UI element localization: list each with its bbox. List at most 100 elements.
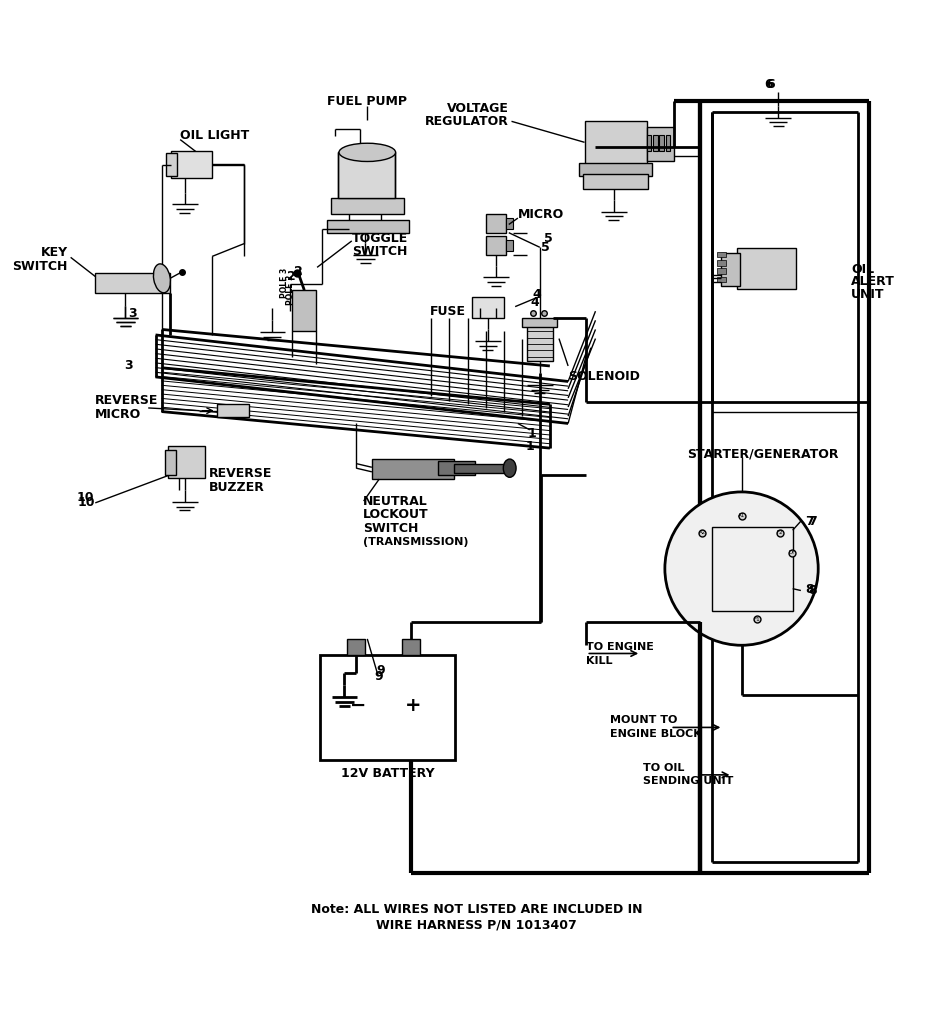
Bar xyxy=(165,450,176,475)
Text: 10: 10 xyxy=(78,497,95,509)
Text: 6: 6 xyxy=(767,78,775,91)
Bar xyxy=(712,526,793,610)
Text: MICRO: MICRO xyxy=(518,208,564,221)
Text: OIL: OIL xyxy=(851,263,874,275)
Text: ALERT: ALERT xyxy=(851,275,895,289)
Text: 4: 4 xyxy=(533,288,541,301)
Text: 5: 5 xyxy=(544,231,552,245)
Text: 1: 1 xyxy=(525,439,534,453)
Text: FUSE: FUSE xyxy=(430,305,466,317)
Bar xyxy=(372,459,454,479)
Text: TO ENGINE: TO ENGINE xyxy=(586,642,654,652)
Text: DF: DF xyxy=(788,551,796,555)
Text: FUEL PUMP: FUEL PUMP xyxy=(328,95,407,108)
Bar xyxy=(583,174,649,188)
Text: +: + xyxy=(404,696,421,715)
Text: NEUTRAL: NEUTRAL xyxy=(363,495,428,508)
Bar xyxy=(717,276,726,282)
Bar xyxy=(486,214,506,232)
Bar xyxy=(717,252,726,257)
Circle shape xyxy=(665,492,818,645)
Bar xyxy=(330,198,403,214)
Text: 3: 3 xyxy=(124,359,133,373)
Bar xyxy=(292,290,316,332)
Text: TO OIL: TO OIL xyxy=(643,763,684,772)
Text: MICRO: MICRO xyxy=(95,408,141,421)
Text: SWITCH: SWITCH xyxy=(12,260,68,273)
Text: 9: 9 xyxy=(376,665,386,677)
Text: 3: 3 xyxy=(128,306,137,319)
Text: REVERSE: REVERSE xyxy=(209,467,271,480)
Bar xyxy=(506,240,513,251)
Bar xyxy=(722,253,739,286)
Text: SWITCH: SWITCH xyxy=(363,522,418,535)
Bar xyxy=(717,260,726,265)
Text: SWITCH: SWITCH xyxy=(352,246,407,258)
Bar xyxy=(438,461,475,475)
Text: 8: 8 xyxy=(809,584,817,597)
Text: 6: 6 xyxy=(765,78,773,91)
Text: 5: 5 xyxy=(541,241,549,254)
Bar xyxy=(585,121,647,169)
Text: 1: 1 xyxy=(527,427,536,440)
Text: LOCKOUT: LOCKOUT xyxy=(363,508,429,521)
Text: TOGGLE: TOGGLE xyxy=(352,231,408,245)
Text: −: − xyxy=(350,696,366,715)
Text: A1: A1 xyxy=(738,513,745,518)
Bar xyxy=(717,268,726,273)
Text: (TRANSMISSION): (TRANSMISSION) xyxy=(363,538,468,547)
Bar xyxy=(171,151,212,178)
Bar xyxy=(327,220,409,232)
Ellipse shape xyxy=(504,459,516,477)
Ellipse shape xyxy=(339,143,396,162)
Text: STARTER/GENERATOR: STARTER/GENERATOR xyxy=(687,447,839,461)
Bar xyxy=(320,655,455,760)
Text: 8: 8 xyxy=(806,583,814,596)
Bar xyxy=(522,317,557,327)
Bar xyxy=(473,297,505,318)
Bar xyxy=(486,237,506,255)
Text: 7: 7 xyxy=(809,515,817,527)
Bar xyxy=(647,127,674,162)
Bar xyxy=(454,464,505,473)
Text: WIRE HARNESS P/N 1013407: WIRE HARNESS P/N 1013407 xyxy=(376,919,578,931)
Bar xyxy=(665,135,670,152)
Bar xyxy=(347,639,365,655)
Text: POLE 3: POLE 3 xyxy=(280,268,288,298)
Text: MOUNT TO: MOUNT TO xyxy=(610,715,678,725)
Text: 4: 4 xyxy=(530,296,539,308)
Bar xyxy=(527,325,552,361)
Text: 7: 7 xyxy=(806,515,814,527)
Text: REVERSE: REVERSE xyxy=(95,394,159,408)
Bar xyxy=(402,639,420,655)
Text: 12V BATTERY: 12V BATTERY xyxy=(341,767,434,779)
Bar xyxy=(737,248,797,289)
Bar xyxy=(579,163,652,176)
Bar xyxy=(168,446,205,478)
Bar xyxy=(338,153,395,198)
Text: A2: A2 xyxy=(699,530,706,536)
Text: 10: 10 xyxy=(77,490,94,504)
Text: Note: ALL WIRES NOT LISTED ARE INCLUDED IN: Note: ALL WIRES NOT LISTED ARE INCLUDED … xyxy=(311,903,643,916)
Bar xyxy=(653,135,658,152)
Text: OIL LIGHT: OIL LIGHT xyxy=(180,129,249,142)
Bar xyxy=(647,135,651,152)
Bar xyxy=(506,218,513,229)
Text: 2: 2 xyxy=(287,270,296,283)
Text: ENGINE BLOCK: ENGINE BLOCK xyxy=(610,729,702,738)
Text: KILL: KILL xyxy=(586,655,613,666)
Bar xyxy=(659,135,664,152)
Ellipse shape xyxy=(154,264,170,293)
Text: UNIT: UNIT xyxy=(851,288,885,301)
Text: SOLENOID: SOLENOID xyxy=(568,371,640,383)
Text: BUZZER: BUZZER xyxy=(209,481,264,494)
Text: POLE 2: POLE 2 xyxy=(286,274,295,305)
Text: 2: 2 xyxy=(294,264,303,278)
Bar xyxy=(95,272,170,293)
Bar xyxy=(216,404,249,417)
Text: VOLTAGE: VOLTAGE xyxy=(446,102,509,115)
Text: F1: F1 xyxy=(753,616,760,622)
Bar xyxy=(167,154,178,176)
Text: REGULATOR: REGULATOR xyxy=(425,115,509,128)
Text: KEY: KEY xyxy=(41,246,68,259)
